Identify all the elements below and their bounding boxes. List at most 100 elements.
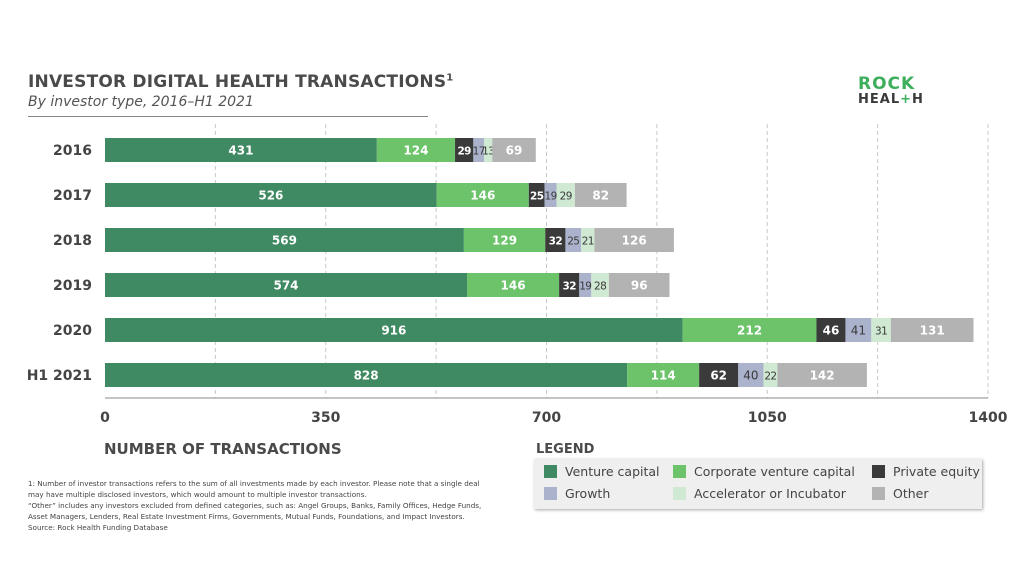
bar-segment — [105, 318, 683, 342]
legend-label: Private equity — [893, 464, 980, 479]
legend: Venture capital Corporate venture capital… — [534, 459, 982, 509]
bar-segment — [484, 138, 493, 162]
rock-health-logo: ROCK HEAL+H — [858, 76, 924, 108]
footnote-line: may have multiple disclosed investors, w… — [28, 490, 367, 499]
bar-value-label: 146 — [470, 189, 495, 203]
x-axis-title: NUMBER OF TRANSACTIONS — [104, 440, 342, 458]
footnote: 1: Number of investor transactions refer… — [28, 478, 528, 533]
bar-value-label: 41 — [851, 324, 866, 338]
bar-segment — [579, 273, 592, 297]
bar-value-label: 19 — [545, 191, 557, 203]
y-category-label: 2017 — [53, 188, 92, 204]
bar-value-label: 31 — [875, 326, 887, 338]
bar-value-label: 212 — [737, 324, 762, 338]
bar-value-label: 22 — [764, 371, 776, 383]
y-category-label: 2018 — [53, 233, 92, 249]
logo-text-a: HEAL — [858, 92, 901, 107]
footnote-line: Source: Rock Health Funding Database — [28, 523, 168, 532]
bar-value-label: 46 — [823, 324, 840, 338]
bar-value-label: 431 — [228, 144, 253, 158]
bar-segment — [467, 273, 560, 297]
footnote-line: 1: Number of investor transactions refer… — [28, 479, 480, 488]
legend-item-corporate-venture-capital: Corporate venture capital — [673, 464, 855, 479]
legend-label: Venture capital — [565, 464, 660, 479]
bar-value-label: 82 — [592, 189, 609, 203]
legend-label: Accelerator or Incubator — [694, 486, 846, 501]
chart-subtitle: By investor type, 2016–H1 2021 — [28, 94, 254, 110]
legend-swatch — [544, 487, 557, 500]
bar-segment — [436, 183, 529, 207]
y-category-label: 2016 — [53, 143, 92, 159]
bar-value-label: 28 — [594, 281, 606, 293]
x-tick-label: 700 — [532, 410, 561, 426]
bar-segment — [699, 363, 739, 387]
bar-segment — [105, 138, 377, 162]
bar-segment — [492, 138, 536, 162]
bar-value-label: 69 — [506, 144, 523, 158]
bar-segment — [845, 318, 872, 342]
bar-segment — [376, 138, 456, 162]
bar-segment — [738, 363, 764, 387]
bar-segment — [105, 228, 464, 252]
bar-segment — [528, 183, 545, 207]
bar-segment — [763, 363, 778, 387]
bar-value-label: 25 — [530, 191, 544, 203]
legend-swatch — [544, 465, 557, 478]
bar-value-label: 569 — [272, 234, 297, 248]
bar-value-label: 25 — [567, 236, 579, 248]
bar-segment — [105, 273, 468, 297]
bar-segment — [105, 183, 437, 207]
x-tick-label: 1400 — [969, 410, 1008, 426]
bar-value-label: 29 — [560, 191, 572, 203]
bar-value-label: 114 — [651, 369, 676, 383]
legend-swatch — [673, 487, 686, 500]
bar-segment — [556, 183, 575, 207]
bar-segment — [591, 273, 609, 297]
bar-segment — [682, 318, 817, 342]
bar-segment — [545, 228, 566, 252]
chart-title: INVESTOR DIGITAL HEALTH TRANSACTIONS1 — [28, 72, 453, 92]
bar-segment — [565, 228, 582, 252]
legend-item-other: Other — [872, 486, 929, 501]
bar-segment — [463, 228, 546, 252]
legend-item-accelerator: Accelerator or Incubator — [673, 486, 846, 501]
logo-line-1: ROCK — [858, 74, 916, 94]
bar-value-label: 129 — [492, 234, 517, 248]
logo-plus-icon: + — [900, 92, 913, 107]
x-tick-label: 0 — [100, 410, 110, 426]
bar-value-label: 146 — [501, 279, 526, 293]
bar-value-label: 32 — [549, 236, 563, 248]
legend-label: Corporate venture capital — [694, 464, 855, 479]
footnote-line: Asset Managers, Lenders, Real Estate Inv… — [28, 512, 465, 521]
bar-value-label: 17 — [473, 146, 485, 158]
legend-item-private-equity: Private equity — [872, 464, 980, 479]
y-category-label: 2020 — [53, 323, 92, 339]
bar-value-label: 21 — [582, 236, 594, 248]
bar-segment — [777, 363, 867, 387]
legend-label: Growth — [565, 486, 611, 501]
bar-value-label: 126 — [622, 234, 647, 248]
bar-value-label: 916 — [381, 324, 406, 338]
bar-segment — [890, 318, 974, 342]
bar-segment — [594, 228, 674, 252]
bar-segment — [105, 363, 628, 387]
footnote-line: “Other” includes any investors excluded … — [28, 501, 482, 510]
bar-value-label: 828 — [354, 369, 379, 383]
logo-line-2: HEAL+H — [858, 92, 924, 108]
y-category-label: H1 2021 — [27, 368, 92, 384]
legend-item-venture-capital: Venture capital — [544, 464, 660, 479]
bar-segment — [473, 138, 485, 162]
y-category-label: 2019 — [53, 278, 92, 294]
bar-value-label: 96 — [631, 279, 648, 293]
bar-segment — [574, 183, 627, 207]
legend-title: LEGEND — [536, 442, 595, 457]
bar-value-label: 574 — [273, 279, 298, 293]
legend-label: Other — [893, 486, 929, 501]
bar-value-label: 32 — [562, 281, 576, 293]
legend-swatch — [872, 487, 885, 500]
x-tick-label: 350 — [311, 410, 340, 426]
title-divider — [28, 116, 428, 117]
bar-segment — [581, 228, 595, 252]
bar-value-label: 526 — [258, 189, 283, 203]
